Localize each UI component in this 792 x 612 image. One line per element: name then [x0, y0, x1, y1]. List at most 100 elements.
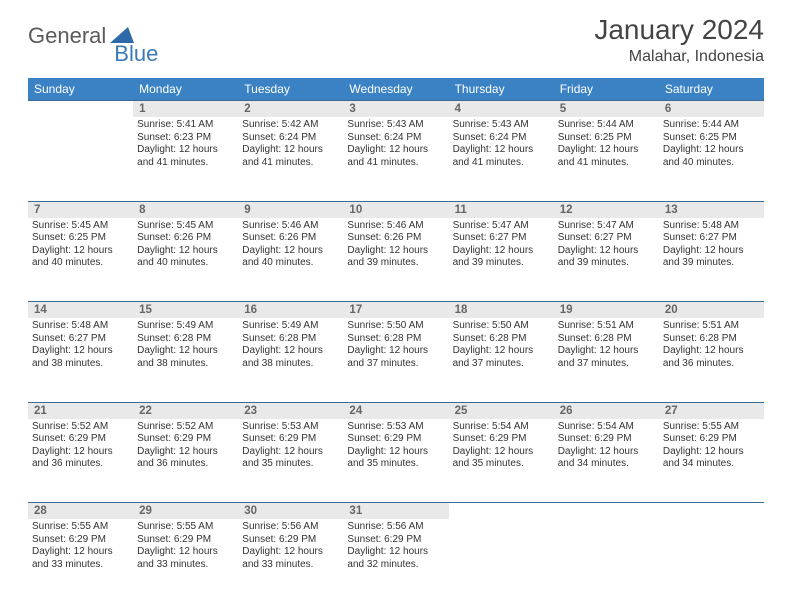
- sunset-line: Sunset: 6:29 PM: [32, 433, 129, 446]
- sunrise-line: Sunrise: 5:54 AM: [453, 421, 550, 434]
- daylight-line: Daylight: 12 hours and 33 minutes.: [32, 546, 129, 571]
- day-content-cell: Sunrise: 5:55 AMSunset: 6:29 PMDaylight:…: [28, 519, 133, 603]
- sunrise-line: Sunrise: 5:51 AM: [558, 320, 655, 333]
- sunrise-line: Sunrise: 5:52 AM: [137, 421, 234, 434]
- day-content-cell: Sunrise: 5:51 AMSunset: 6:28 PMDaylight:…: [659, 318, 764, 402]
- logo-text-general: General: [28, 23, 106, 49]
- sunrise-line: Sunrise: 5:46 AM: [347, 220, 444, 233]
- day-content-cell: Sunrise: 5:48 AMSunset: 6:27 PMDaylight:…: [28, 318, 133, 402]
- daylight-line: Daylight: 12 hours and 39 minutes.: [663, 245, 760, 270]
- daylight-line: Daylight: 12 hours and 33 minutes.: [242, 546, 339, 571]
- day-number-cell: 17: [343, 302, 448, 319]
- sunrise-line: Sunrise: 5:50 AM: [453, 320, 550, 333]
- sunrise-line: Sunrise: 5:49 AM: [242, 320, 339, 333]
- day-number-cell: 10: [343, 201, 448, 218]
- day-content-cell: Sunrise: 5:50 AMSunset: 6:28 PMDaylight:…: [449, 318, 554, 402]
- sunset-line: Sunset: 6:24 PM: [347, 132, 444, 145]
- day-number-cell: 27: [659, 402, 764, 419]
- day-number-cell: 3: [343, 101, 448, 118]
- daylight-line: Daylight: 12 hours and 41 minutes.: [242, 144, 339, 169]
- logo: General Blue: [28, 14, 158, 58]
- sunset-line: Sunset: 6:29 PM: [242, 433, 339, 446]
- day-number-cell: 29: [133, 503, 238, 520]
- daylight-line: Daylight: 12 hours and 41 minutes.: [453, 144, 550, 169]
- sunset-line: Sunset: 6:28 PM: [242, 333, 339, 346]
- sunset-line: Sunset: 6:28 PM: [347, 333, 444, 346]
- sunset-line: Sunset: 6:26 PM: [137, 232, 234, 245]
- day-header: Friday: [554, 78, 659, 101]
- sunset-line: Sunset: 6:28 PM: [663, 333, 760, 346]
- logo-text-blue: Blue: [114, 41, 158, 67]
- day-number-cell: 1: [133, 101, 238, 118]
- sunrise-line: Sunrise: 5:50 AM: [347, 320, 444, 333]
- sunset-line: Sunset: 6:27 PM: [663, 232, 760, 245]
- sunrise-line: Sunrise: 5:47 AM: [558, 220, 655, 233]
- day-content-cell: Sunrise: 5:52 AMSunset: 6:29 PMDaylight:…: [28, 419, 133, 503]
- sunrise-line: Sunrise: 5:53 AM: [347, 421, 444, 434]
- daylight-line: Daylight: 12 hours and 40 minutes.: [32, 245, 129, 270]
- day-header: Wednesday: [343, 78, 448, 101]
- day-content-row: Sunrise: 5:52 AMSunset: 6:29 PMDaylight:…: [28, 419, 764, 503]
- day-number-cell: [449, 503, 554, 520]
- sunset-line: Sunset: 6:27 PM: [32, 333, 129, 346]
- day-number-cell: 12: [554, 201, 659, 218]
- day-number-cell: 9: [238, 201, 343, 218]
- sunrise-line: Sunrise: 5:45 AM: [32, 220, 129, 233]
- day-number-cell: 8: [133, 201, 238, 218]
- sunrise-line: Sunrise: 5:47 AM: [453, 220, 550, 233]
- day-number-cell: 28: [28, 503, 133, 520]
- day-number-row: 123456: [28, 101, 764, 118]
- day-number-cell: 22: [133, 402, 238, 419]
- day-number-cell: 31: [343, 503, 448, 520]
- sunset-line: Sunset: 6:29 PM: [347, 534, 444, 547]
- day-header: Thursday: [449, 78, 554, 101]
- daylight-line: Daylight: 12 hours and 35 minutes.: [347, 446, 444, 471]
- day-number-cell: 21: [28, 402, 133, 419]
- day-content-row: Sunrise: 5:48 AMSunset: 6:27 PMDaylight:…: [28, 318, 764, 402]
- day-number-cell: 18: [449, 302, 554, 319]
- daylight-line: Daylight: 12 hours and 40 minutes.: [137, 245, 234, 270]
- daylight-line: Daylight: 12 hours and 40 minutes.: [242, 245, 339, 270]
- day-content-cell: Sunrise: 5:53 AMSunset: 6:29 PMDaylight:…: [343, 419, 448, 503]
- daylight-line: Daylight: 12 hours and 32 minutes.: [347, 546, 444, 571]
- sunset-line: Sunset: 6:29 PM: [32, 534, 129, 547]
- day-content-cell: Sunrise: 5:44 AMSunset: 6:25 PMDaylight:…: [554, 117, 659, 201]
- sunrise-line: Sunrise: 5:55 AM: [663, 421, 760, 434]
- sunrise-line: Sunrise: 5:48 AM: [663, 220, 760, 233]
- day-content-cell: Sunrise: 5:50 AMSunset: 6:28 PMDaylight:…: [343, 318, 448, 402]
- sunset-line: Sunset: 6:29 PM: [137, 433, 234, 446]
- day-content-cell: Sunrise: 5:43 AMSunset: 6:24 PMDaylight:…: [449, 117, 554, 201]
- daylight-line: Daylight: 12 hours and 40 minutes.: [663, 144, 760, 169]
- day-content-cell: Sunrise: 5:42 AMSunset: 6:24 PMDaylight:…: [238, 117, 343, 201]
- day-content-cell: Sunrise: 5:53 AMSunset: 6:29 PMDaylight:…: [238, 419, 343, 503]
- day-number-cell: 24: [343, 402, 448, 419]
- sunset-line: Sunset: 6:26 PM: [347, 232, 444, 245]
- location-label: Malahar, Indonesia: [594, 48, 764, 66]
- daylight-line: Daylight: 12 hours and 36 minutes.: [32, 446, 129, 471]
- day-number-cell: [554, 503, 659, 520]
- calendar-header-row: SundayMondayTuesdayWednesdayThursdayFrid…: [28, 78, 764, 101]
- sunrise-line: Sunrise: 5:55 AM: [137, 521, 234, 534]
- sunrise-line: Sunrise: 5:56 AM: [347, 521, 444, 534]
- day-content-cell: [449, 519, 554, 603]
- calendar-table: SundayMondayTuesdayWednesdayThursdayFrid…: [28, 78, 764, 603]
- day-header: Saturday: [659, 78, 764, 101]
- day-content-cell: [28, 117, 133, 201]
- day-number-cell: [28, 101, 133, 118]
- daylight-line: Daylight: 12 hours and 34 minutes.: [663, 446, 760, 471]
- daylight-line: Daylight: 12 hours and 38 minutes.: [242, 345, 339, 370]
- day-number-cell: 16: [238, 302, 343, 319]
- day-number-cell: 11: [449, 201, 554, 218]
- sunrise-line: Sunrise: 5:56 AM: [242, 521, 339, 534]
- sunrise-line: Sunrise: 5:55 AM: [32, 521, 129, 534]
- day-content-cell: Sunrise: 5:49 AMSunset: 6:28 PMDaylight:…: [133, 318, 238, 402]
- day-content-cell: Sunrise: 5:56 AMSunset: 6:29 PMDaylight:…: [238, 519, 343, 603]
- day-content-row: Sunrise: 5:45 AMSunset: 6:25 PMDaylight:…: [28, 218, 764, 302]
- day-content-cell: Sunrise: 5:54 AMSunset: 6:29 PMDaylight:…: [449, 419, 554, 503]
- sunrise-line: Sunrise: 5:43 AM: [453, 119, 550, 132]
- sunrise-line: Sunrise: 5:54 AM: [558, 421, 655, 434]
- day-number-row: 14151617181920: [28, 302, 764, 319]
- day-content-cell: Sunrise: 5:52 AMSunset: 6:29 PMDaylight:…: [133, 419, 238, 503]
- day-header: Tuesday: [238, 78, 343, 101]
- sunset-line: Sunset: 6:28 PM: [558, 333, 655, 346]
